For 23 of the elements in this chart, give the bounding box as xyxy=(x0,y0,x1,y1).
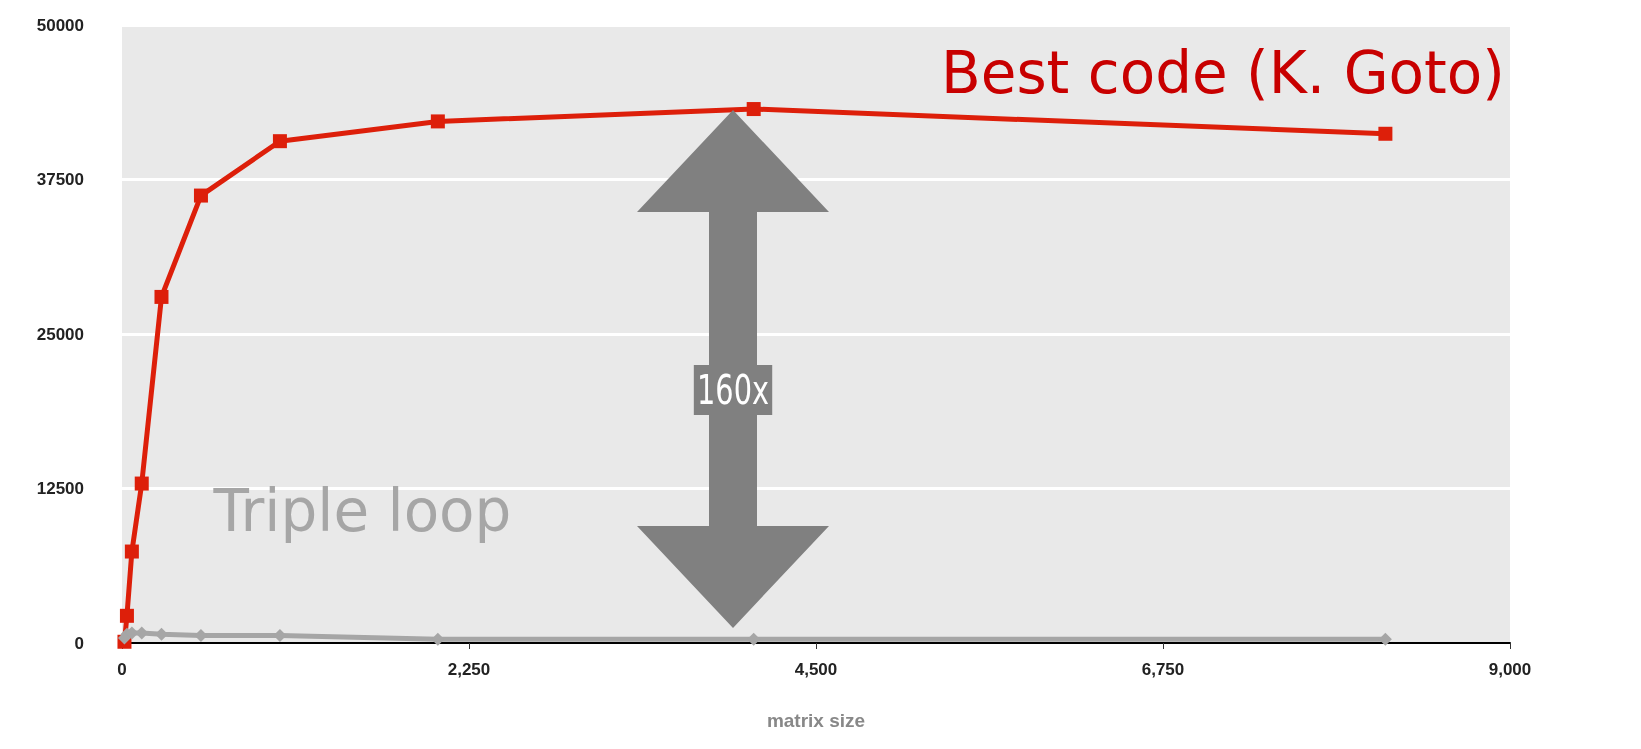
point xyxy=(154,289,169,304)
y-tick-label: 0 xyxy=(74,633,84,653)
point xyxy=(124,544,139,559)
series-label: Best code (K. Goto) xyxy=(940,38,1505,107)
x-tick-label: 9,000 xyxy=(1488,660,1532,679)
point xyxy=(193,188,208,203)
y-tick-label: 37500 xyxy=(36,170,84,189)
y-tick-label: 25000 xyxy=(36,324,84,344)
annotation: 160x xyxy=(693,364,772,415)
point xyxy=(746,102,761,117)
x-tick-label: 2,250 xyxy=(447,660,491,679)
y-tick-label: 50000 xyxy=(36,15,84,35)
point xyxy=(430,114,445,129)
x-tick-label: 0 xyxy=(117,660,127,679)
point xyxy=(119,608,134,623)
x-axis-title: matrix size xyxy=(766,710,866,731)
point xyxy=(1378,126,1393,141)
series-label: Triple loop xyxy=(212,477,512,546)
x-tick-label: 6,750 xyxy=(1141,660,1185,679)
point xyxy=(272,134,287,149)
point xyxy=(134,476,149,491)
x-tick-label: 4,500 xyxy=(794,660,838,679)
y-tick-label: 12500 xyxy=(36,479,84,498)
